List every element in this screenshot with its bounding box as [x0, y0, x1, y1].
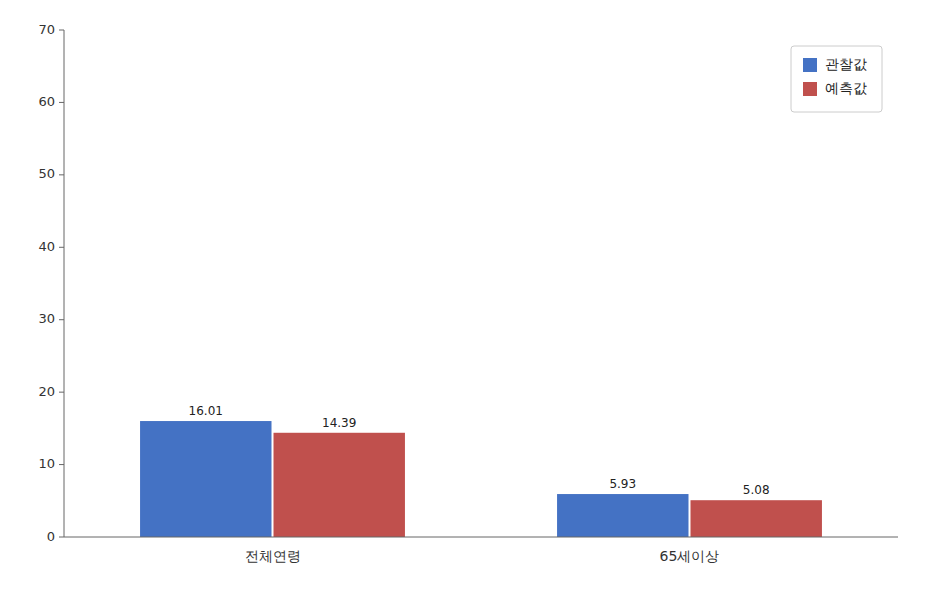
bar	[691, 500, 822, 537]
y-tick-label: 20	[38, 384, 55, 399]
bar	[557, 494, 688, 537]
y-tick-label: 40	[38, 239, 55, 254]
x-tick-label: 전체연령	[245, 548, 301, 564]
bars	[140, 421, 822, 537]
y-tick	[59, 30, 64, 31]
legend-label: 관찰값	[825, 56, 867, 72]
y-tick	[59, 537, 64, 538]
y-tick	[59, 464, 64, 465]
y-axis: 0 10 20 30 40 50 60 70	[38, 22, 64, 544]
y-tick	[59, 174, 64, 175]
x-tick-label: 65세이상	[660, 548, 720, 564]
y-tick-label: 30	[38, 311, 55, 326]
legend: 관찰값예측값	[791, 46, 882, 112]
x-axis-line	[64, 537, 898, 538]
data-label: 14.39	[322, 416, 356, 430]
data-labels: 16.01 5.93 14.39 5.08	[189, 404, 770, 497]
bar	[140, 421, 271, 537]
y-tick-label: 60	[38, 94, 55, 109]
y-tick	[59, 392, 64, 393]
data-label: 16.01	[189, 404, 223, 418]
data-label: 5.93	[609, 477, 636, 491]
legend-label: 예측값	[825, 80, 867, 96]
y-tick	[59, 102, 64, 103]
legend-swatch	[803, 58, 817, 72]
y-tick	[59, 247, 64, 248]
y-tick-label: 0	[47, 529, 55, 544]
y-tick-label: 10	[38, 456, 55, 471]
x-axis: 전체연령 65세이상	[64, 537, 898, 564]
legend-box	[791, 46, 882, 112]
chart-container: 16.01 5.93 14.39 5.08 0 10 20 30 40 50 60 70 전체연령 65세…	[0, 0, 928, 593]
legend-swatch	[803, 82, 817, 96]
bar	[274, 433, 405, 537]
y-axis-line	[64, 30, 65, 537]
y-tick-label: 50	[38, 166, 55, 181]
chart-svg: 16.01 5.93 14.39 5.08 0 10 20 30 40 50 60 70 전체연령 65세…	[0, 0, 928, 593]
y-tick-label: 70	[38, 22, 55, 37]
y-tick	[59, 319, 64, 320]
data-label: 5.08	[743, 483, 770, 497]
